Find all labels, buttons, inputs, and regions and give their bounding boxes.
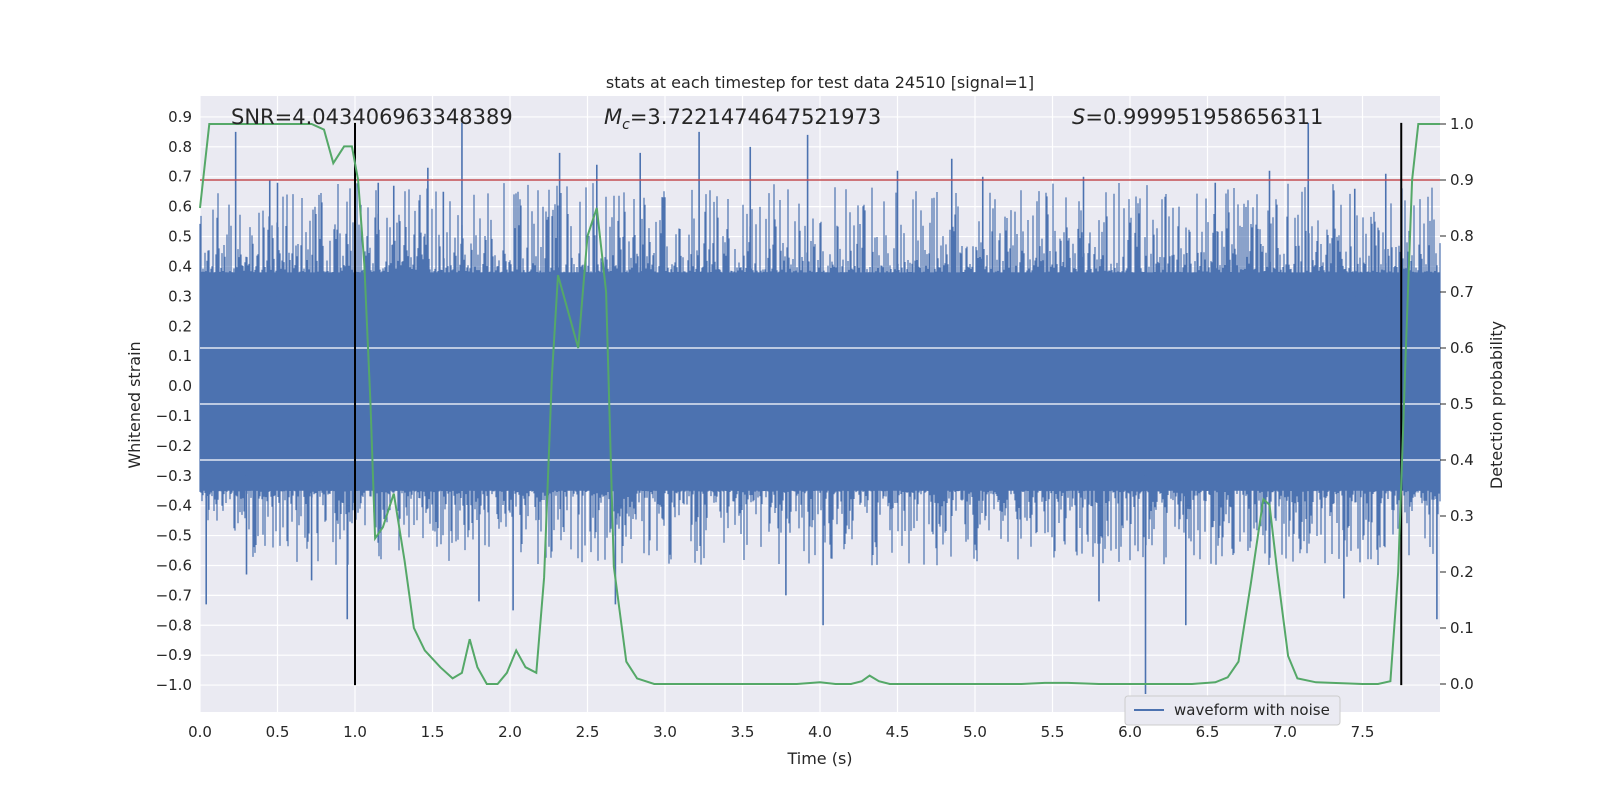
overlay-lines	[200, 122, 1440, 686]
x-tick-label: 6.5	[1196, 723, 1220, 741]
y-tick-label: 0.2	[168, 317, 192, 335]
chirp-mass-annotation: Mc=3.7221474647521973	[604, 105, 881, 133]
waveform-series	[199, 122, 1441, 695]
y-tick-label: −0.4	[156, 497, 192, 515]
y-tick-label: 0.6	[168, 198, 192, 216]
y2-tick-label: 0.2	[1450, 563, 1474, 581]
y2-tick-label: 0.0	[1450, 675, 1474, 693]
y2-tick-label: 0.7	[1450, 283, 1474, 301]
x-tick-label: 7.5	[1351, 723, 1375, 741]
y-tick-label: −0.8	[156, 616, 192, 634]
waveform-core	[200, 296, 1440, 476]
y-tick-label: 0.4	[168, 257, 192, 275]
x-tick-label: 4.5	[886, 723, 910, 741]
y-tick-label: 0.3	[168, 287, 192, 305]
y-tick-label: −0.5	[156, 527, 192, 545]
y2-tick-label: 0.8	[1450, 227, 1474, 245]
y2-tick-label: 0.4	[1450, 451, 1474, 469]
legend: waveform with noise	[1124, 695, 1341, 726]
y2-tick-label: 0.9	[1450, 171, 1474, 189]
s-symbol: S	[1072, 105, 1085, 129]
x-tick-label: 6.0	[1118, 723, 1142, 741]
y-tick-label: −0.1	[156, 407, 192, 425]
y-axis-label: Whitened strain	[125, 341, 144, 468]
x-tick-label: 1.5	[421, 723, 445, 741]
x-tick-label: 7.0	[1273, 723, 1297, 741]
y-tick-label: −0.3	[156, 467, 192, 485]
detection-probability-line	[199, 123, 1440, 685]
y-tick-label: −1.0	[156, 676, 192, 694]
y2-tick-label: 0.1	[1450, 619, 1474, 637]
x-tick-label: 4.0	[808, 723, 832, 741]
y2-tick-label: 0.5	[1450, 395, 1474, 413]
y2-axis-label: Detection probability	[1487, 321, 1506, 489]
y-tick-label: −0.6	[156, 556, 192, 574]
y-tick-label: 0.1	[168, 347, 192, 365]
x-axis-label: Time (s)	[786, 749, 852, 768]
y-tick-label: 0.0	[168, 377, 192, 395]
y-tick-label: 0.5	[168, 228, 192, 246]
y2-tick-label: 0.3	[1450, 507, 1474, 525]
y-tick-label: 0.9	[168, 108, 192, 126]
y2-axis-ticks: 1.0 0.9 0.8 0.7 0.6 0.5 0.4 0.3 0.2 0.1 0.0	[1440, 115, 1474, 693]
x-tick-label: 2.0	[498, 723, 522, 741]
x-tick-label: 1.0	[343, 723, 367, 741]
x-axis-ticks: 0.0 0.5 1.0 1.5 2.0 2.5 3.0 3.5 4.0 4.5 5.0 5.5 6.0 6…	[188, 723, 1374, 741]
y-tick-label: 0.8	[168, 138, 192, 156]
x-tick-label: 3.5	[731, 723, 755, 741]
x-tick-label: 5.0	[963, 723, 987, 741]
x-tick-label: 3.0	[653, 723, 677, 741]
y2-tick-label: 0.6	[1450, 339, 1474, 357]
x-tick-label: 0.5	[266, 723, 290, 741]
chart-title: stats at each timestep for test data 245…	[606, 73, 1034, 92]
chirp-mass-symbol: M	[604, 105, 622, 129]
s-annotation: S=0.999951958656311	[1072, 105, 1323, 129]
x-tick-label: 0.0	[188, 723, 212, 741]
y-tick-label: −0.2	[156, 437, 192, 455]
x-tick-label: 5.5	[1041, 723, 1065, 741]
snr-annotation: SNR=4.043406963348389	[231, 105, 513, 129]
legend-box	[1124, 695, 1341, 726]
y-axis-ticks: 0.9 0.8 0.7 0.6 0.5 0.4 0.3 0.2 0.1 0.0 −0.1 −0.2 −0…	[156, 108, 192, 694]
chirp-mass-subscript: c	[622, 117, 630, 133]
legend-label: waveform with noise	[1174, 701, 1330, 719]
x-tick-label: 2.5	[576, 723, 600, 741]
s-value: =0.999951958656311	[1085, 105, 1323, 129]
probability-series	[199, 123, 1440, 685]
y2-tick-label: 1.0	[1450, 115, 1474, 133]
chirp-mass-value: =3.7221474647521973	[630, 105, 881, 129]
y-tick-label: −0.9	[156, 646, 192, 664]
y-tick-label: 0.7	[168, 168, 192, 186]
y-tick-label: −0.7	[156, 586, 192, 604]
